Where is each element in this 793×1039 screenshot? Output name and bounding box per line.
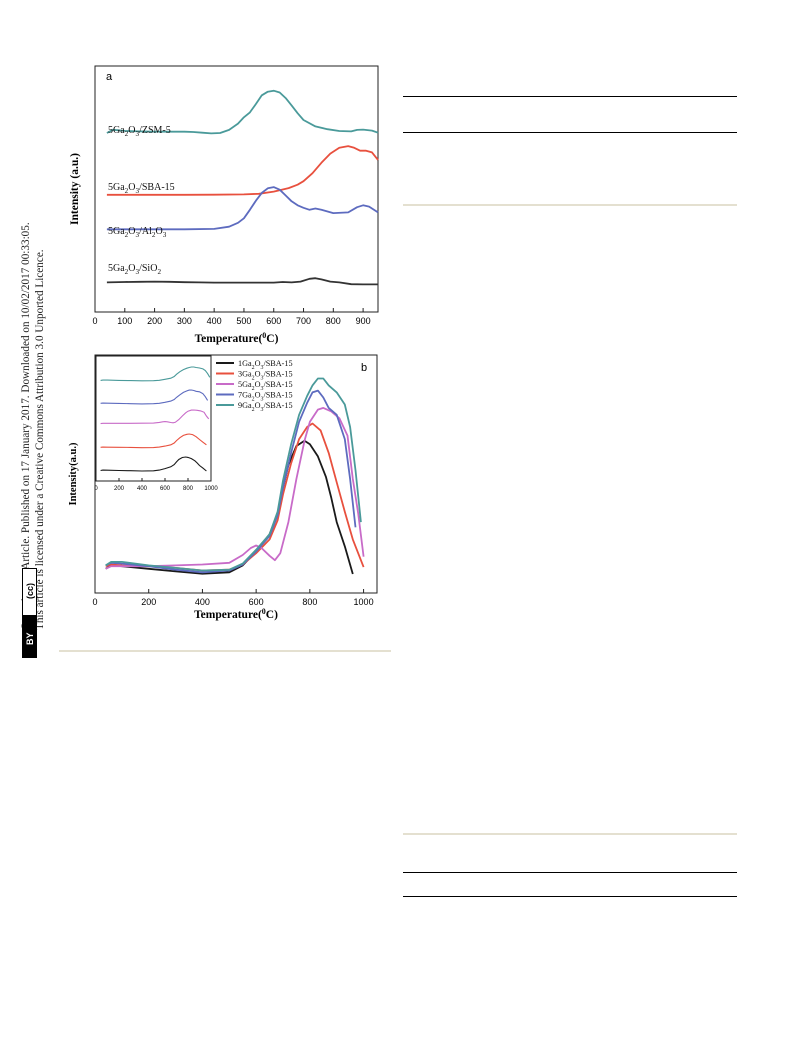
series-line (105, 377, 362, 572)
cc-by-badge[interactable]: (cc) BY (22, 568, 37, 658)
x-tick-label: 200 (147, 316, 162, 326)
series-line (106, 145, 379, 196)
x-tick-label: 600 (266, 316, 281, 326)
legend-label: 5Ga2O3/SBA-15 (238, 380, 293, 392)
inset-series-line (100, 456, 207, 472)
series-label: 5Ga2O3/SBA-15 (108, 182, 175, 195)
series-line (106, 277, 378, 286)
inset-x-tick-label: 0 (94, 486, 98, 492)
table2-rule-light (403, 833, 737, 835)
panel-b-label: b (361, 362, 367, 374)
x-tick-label: 0 (92, 316, 97, 326)
cc-badge-bottom (23, 615, 36, 657)
panel-b-frame (94, 354, 378, 594)
series-label: 5Ga2O3/ZSM-5 (108, 125, 171, 138)
x-tick-label: 800 (326, 316, 341, 326)
x-tick-label: 600 (249, 597, 264, 607)
y-axis-title: Intensity(a.u.) (68, 442, 79, 506)
table2-rule-bottom (403, 896, 737, 897)
panel-b-inset: 0 200 400 600 800 1000 (94, 355, 218, 492)
x-tick-label: 0 (92, 597, 97, 607)
x-tick-label: 400 (207, 316, 222, 326)
legend-label: 1Ga2O3/SBA-15 (238, 359, 293, 371)
series-line (105, 389, 357, 574)
series-line (106, 89, 379, 135)
x-tick-label: 500 (236, 316, 251, 326)
table-rule-light (403, 204, 737, 206)
inset-series-line (100, 389, 209, 405)
inset-series-line (100, 433, 207, 449)
x-axis-title: Temperature(0C) (194, 607, 278, 621)
cc-badge-top (23, 569, 36, 615)
table-rule-top (403, 96, 737, 97)
panel-b: b 0 200 400 600 800 1000 Temperature(0C) Intensi… (68, 354, 378, 621)
x-tick-label: 400 (195, 597, 210, 607)
x-tick-label: 100 (117, 316, 132, 326)
series-label: 5Ga2O3/Al2O3 (108, 226, 167, 239)
series-line (106, 186, 379, 231)
inset-x-tick-label: 600 (160, 486, 171, 492)
x-tick-label: 300 (177, 316, 192, 326)
legend-label: 7Ga2O3/SBA-15 (238, 391, 293, 403)
table2-rule-mid (403, 872, 737, 873)
table-rule-mid (403, 132, 737, 133)
inset-x-tick-label: 200 (114, 486, 125, 492)
license-sidebar: Open Access Article. Published on 17 Jan… (0, 0, 46, 1039)
y-axis-title: Intensity (a.u.) (69, 153, 81, 225)
legend-label: 3Ga2O3/SBA-15 (238, 370, 293, 382)
x-tick-label: 900 (356, 316, 371, 326)
x-tick-label: 700 (296, 316, 311, 326)
inset-x-tick-label: 800 (183, 486, 194, 492)
series-label: 5Ga2O3/SiO2 (108, 263, 161, 276)
caption-rule (59, 650, 391, 652)
panel-a-frame (94, 65, 379, 313)
inset-x-tick-label: 400 (137, 486, 148, 492)
x-tick-label: 200 (141, 597, 156, 607)
inset-series-line (100, 409, 210, 425)
panel-a: a 0 100 200 300 400 500 600 700 800 900 Temperature… (69, 65, 379, 345)
inset-frame (95, 355, 212, 482)
panel-a-label: a (106, 71, 113, 83)
x-tick-label: 1000 (354, 597, 374, 607)
x-tick-label: 800 (302, 597, 317, 607)
x-axis-title: Temperature(0C) (195, 331, 279, 345)
inset-series-line (100, 366, 211, 382)
legend-label: 9Ga2O3/SBA-15 (238, 401, 293, 413)
inset-x-tick-label: 1000 (204, 486, 218, 492)
